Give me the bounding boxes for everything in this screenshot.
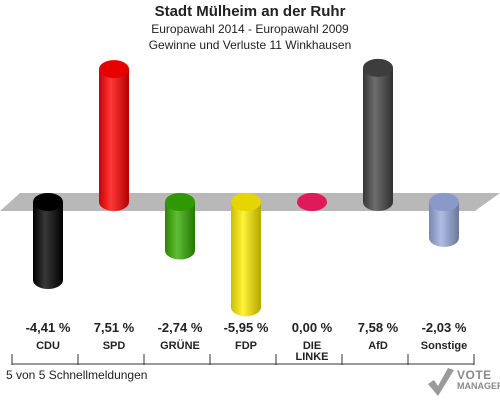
value-label: -5,95 % bbox=[224, 320, 269, 335]
bar-cdu bbox=[33, 193, 63, 290]
bar-die-linke bbox=[297, 193, 327, 211]
category-label: Sonstige bbox=[421, 340, 467, 352]
category-label: DIE bbox=[303, 340, 321, 352]
chart-subtitle-2: Gewinne und Verluste 11 Winkhausen bbox=[148, 38, 352, 52]
category-label: FDP bbox=[235, 340, 257, 352]
category-label: AfD bbox=[368, 340, 388, 352]
logo-text-vote: VOTE bbox=[457, 368, 492, 382]
bar-sonstige bbox=[429, 193, 459, 247]
vote-manager-logo: VOTE MANAGER bbox=[424, 364, 500, 400]
value-label: -2,03 % bbox=[422, 320, 467, 335]
value-label: 7,58 % bbox=[358, 320, 399, 335]
footer-note: 5 von 5 Schnellmeldungen bbox=[6, 368, 148, 382]
value-label: -2,74 % bbox=[158, 320, 203, 335]
category-label: CDU bbox=[36, 340, 60, 352]
value-label: -4,41 % bbox=[26, 320, 71, 335]
bar-spd bbox=[99, 60, 129, 211]
chart-title: Stadt Mülheim an der Ruhr bbox=[154, 3, 346, 20]
category-label: SPD bbox=[103, 340, 126, 352]
value-label: 7,51 % bbox=[94, 320, 135, 335]
category-label: LINKE bbox=[296, 351, 329, 363]
bar-fdp bbox=[231, 193, 261, 317]
value-labels-group: -4,41 % 7,51 % -2,74 % -5,95 % 0,00 % 7,58 % -… bbox=[26, 320, 467, 335]
category-label: GRÜNE bbox=[160, 339, 200, 352]
value-label: 0,00 % bbox=[292, 320, 333, 335]
ballot-check-icon bbox=[428, 368, 454, 396]
logo-text-manager: MANAGER bbox=[457, 381, 500, 391]
bar-grüne bbox=[165, 193, 195, 260]
bar-afd bbox=[363, 58, 393, 211]
chart-subtitle: Europawahl 2014 - Europawahl 2009 bbox=[151, 22, 349, 36]
bars-group bbox=[33, 58, 459, 317]
